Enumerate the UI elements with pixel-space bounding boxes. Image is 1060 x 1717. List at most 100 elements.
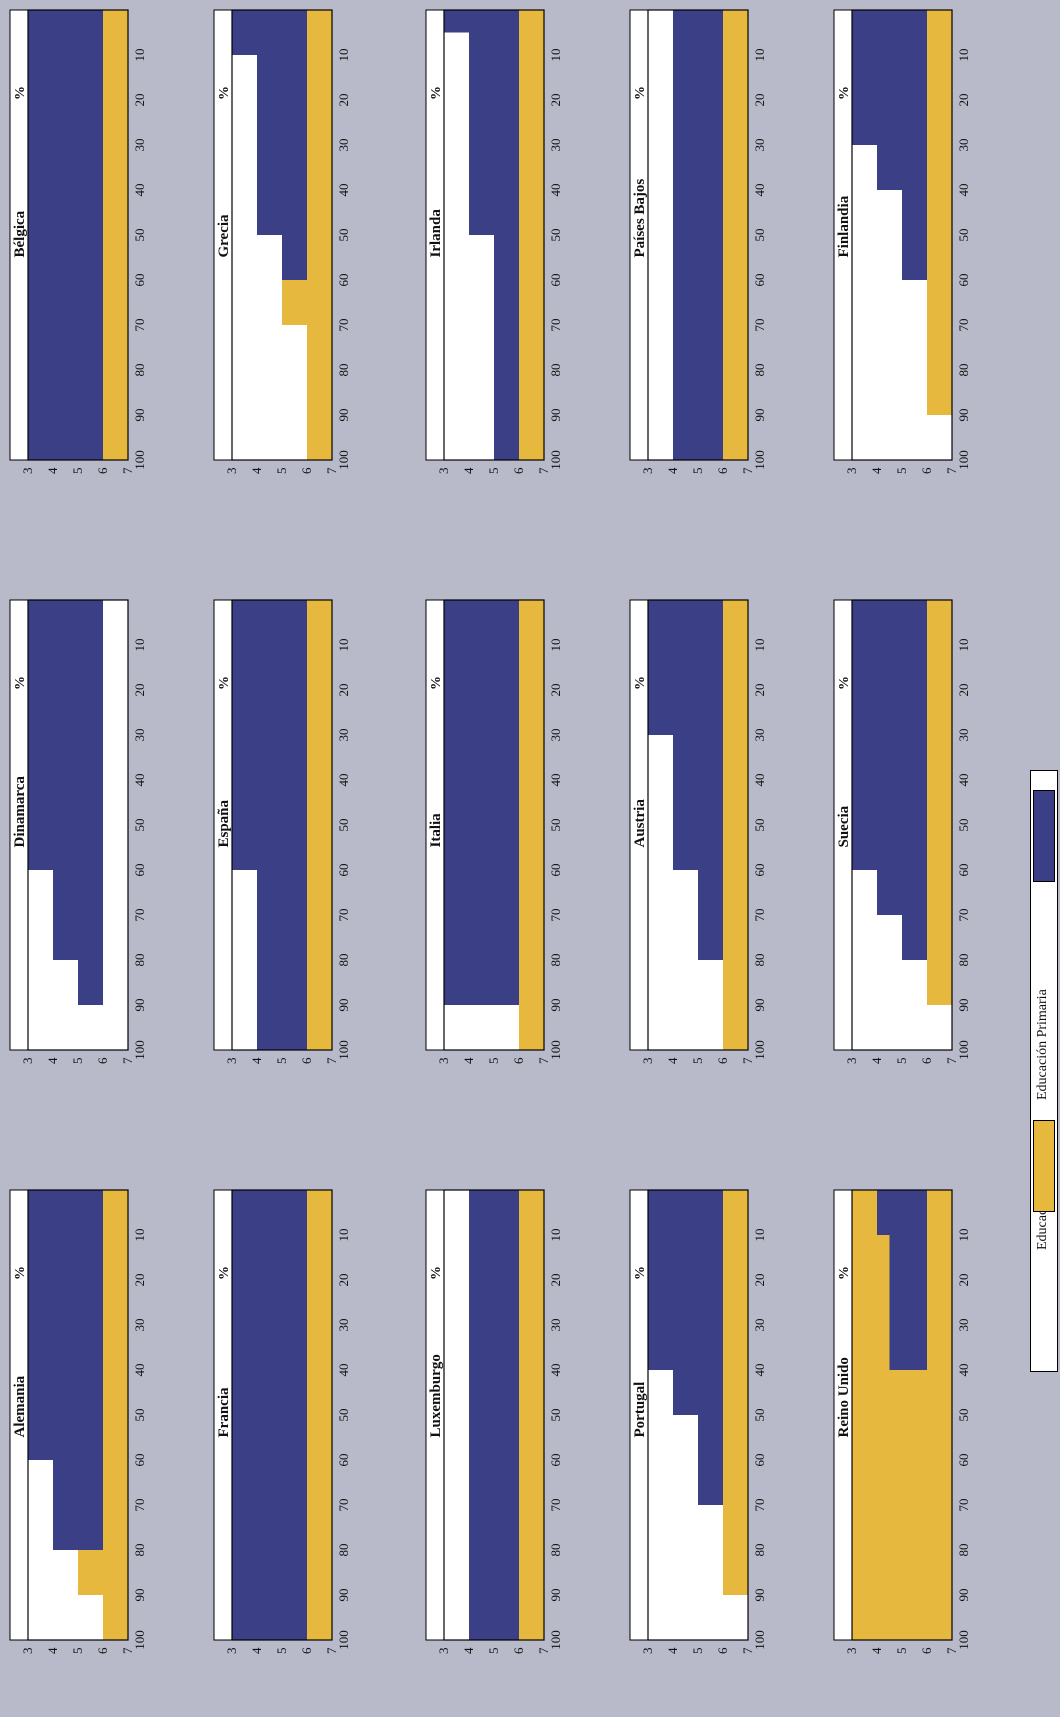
age-tick-grecia-5: 5 bbox=[274, 468, 289, 475]
plot-border-suecia bbox=[851, 599, 953, 1051]
percent-tick-espa-a-20: 20 bbox=[336, 684, 351, 697]
percent-symbol-italia: % bbox=[429, 676, 444, 690]
percent-tick-alemania-60: 60 bbox=[132, 1454, 147, 1467]
percent-tick-luxemburgo-10: 10 bbox=[548, 1229, 563, 1242]
percent-tick-alemania-30: 30 bbox=[132, 1319, 147, 1332]
legend-label-primaria: Educación Primaria bbox=[1035, 989, 1050, 1100]
chart-title-espa-a: España bbox=[216, 799, 232, 847]
age-tick-luxemburgo-5: 5 bbox=[486, 1648, 501, 1655]
age-tick-portugal-3: 3 bbox=[640, 1648, 655, 1655]
percent-tick-irlanda-30: 30 bbox=[548, 139, 563, 152]
percent-tick-alemania-70: 70 bbox=[132, 1499, 147, 1512]
percent-tick-portugal-70: 70 bbox=[752, 1499, 767, 1512]
age-tick-espa-a-4: 4 bbox=[249, 1057, 264, 1064]
percent-tick-francia-50: 50 bbox=[336, 1409, 351, 1422]
bar-preprimaria-pa-ses-bajos-0 bbox=[673, 10, 723, 460]
percent-tick-irlanda-70: 70 bbox=[548, 319, 563, 332]
chart-title-alemania: Alemania bbox=[12, 1375, 28, 1437]
percent-tick-dinamarca-70: 70 bbox=[132, 909, 147, 922]
percent-tick-luxemburgo-90: 90 bbox=[548, 1589, 563, 1602]
percent-tick-alemania-80: 80 bbox=[132, 1544, 147, 1557]
percent-tick-portugal-40: 40 bbox=[752, 1364, 767, 1377]
percent-tick-pa-ses-bajos-70: 70 bbox=[752, 319, 767, 332]
percent-tick-luxemburgo-50: 50 bbox=[548, 1409, 563, 1422]
age-tick-francia-7: 7 bbox=[324, 1647, 339, 1654]
plot-border-grecia bbox=[231, 9, 333, 461]
bar-primaria-austria-0 bbox=[723, 600, 748, 1050]
percent-tick-francia-60: 60 bbox=[336, 1454, 351, 1467]
percent-tick-austria-90: 90 bbox=[752, 999, 767, 1012]
age-tick-espa-a-5: 5 bbox=[274, 1058, 289, 1065]
percent-tick-espa-a-90: 90 bbox=[336, 999, 351, 1012]
percent-tick-grecia-80: 80 bbox=[336, 364, 351, 377]
percent-tick-reino-unido-90: 90 bbox=[956, 1589, 971, 1602]
percent-tick-grecia-10: 10 bbox=[336, 49, 351, 62]
percent-tick-grecia-50: 50 bbox=[336, 229, 351, 242]
age-tick-luxemburgo-4: 4 bbox=[461, 1647, 476, 1654]
age-tick-irlanda-6: 6 bbox=[511, 467, 526, 474]
percent-symbol-pa-ses-bajos: % bbox=[633, 86, 648, 100]
percent-tick-espa-a-50: 50 bbox=[336, 819, 351, 832]
percent-tick-grecia-40: 40 bbox=[336, 184, 351, 197]
percent-symbol-francia: % bbox=[217, 1266, 232, 1280]
age-tick-irlanda-7: 7 bbox=[536, 467, 551, 474]
age-tick-b-lgica-3: 3 bbox=[20, 468, 35, 475]
percent-tick-alemania-90: 90 bbox=[132, 1589, 147, 1602]
legend-swatch-preprimaria bbox=[1033, 790, 1055, 882]
percent-tick-suecia-40: 40 bbox=[956, 774, 971, 787]
bar-preprimaria-austria-2 bbox=[698, 600, 723, 960]
percent-tick-irlanda-40: 40 bbox=[548, 184, 563, 197]
percent-tick-espa-a-70: 70 bbox=[336, 909, 351, 922]
percent-tick-portugal-90: 90 bbox=[752, 1589, 767, 1602]
percent-tick-austria-80: 80 bbox=[752, 954, 767, 967]
percent-tick-italia-50: 50 bbox=[548, 819, 563, 832]
percent-symbol-grecia: % bbox=[217, 86, 232, 100]
chart-title-b-lgica: Bélgica bbox=[12, 210, 28, 257]
percent-tick-francia-80: 80 bbox=[336, 1544, 351, 1557]
percent-tick-b-lgica-30: 30 bbox=[132, 139, 147, 152]
percent-symbol-luxemburgo: % bbox=[429, 1266, 444, 1280]
percent-tick-dinamarca-30: 30 bbox=[132, 729, 147, 742]
percent-tick-luxemburgo-100: 100 bbox=[548, 1630, 563, 1650]
age-tick-alemania-3: 3 bbox=[20, 1648, 35, 1655]
percent-tick-suecia-30: 30 bbox=[956, 729, 971, 742]
percent-symbol-reino-unido: % bbox=[837, 1266, 852, 1280]
percent-tick-reino-unido-20: 20 bbox=[956, 1274, 971, 1287]
percent-tick-espa-a-30: 30 bbox=[336, 729, 351, 742]
age-tick-suecia-4: 4 bbox=[869, 1057, 884, 1064]
bar-preprimaria-reino-unido-1 bbox=[889, 1190, 927, 1370]
percent-tick-luxemburgo-70: 70 bbox=[548, 1499, 563, 1512]
age-tick-portugal-6: 6 bbox=[715, 1647, 730, 1654]
chart-title-grecia: Grecia bbox=[216, 214, 232, 258]
percent-tick-pa-ses-bajos-80: 80 bbox=[752, 364, 767, 377]
bar-primaria-pa-ses-bajos-0 bbox=[723, 10, 748, 460]
plot-border-alemania bbox=[27, 1189, 129, 1641]
percent-tick-italia-100: 100 bbox=[548, 1040, 563, 1060]
percent-tick-b-lgica-100: 100 bbox=[132, 450, 147, 470]
percent-tick-francia-100: 100 bbox=[336, 1630, 351, 1650]
chart-title-portugal: Portugal bbox=[632, 1382, 648, 1438]
age-tick-b-lgica-6: 6 bbox=[95, 467, 110, 474]
percent-tick-grecia-90: 90 bbox=[336, 409, 351, 422]
percent-tick-reino-unido-30: 30 bbox=[956, 1319, 971, 1332]
age-tick-pa-ses-bajos-7: 7 bbox=[740, 467, 755, 474]
percent-tick-pa-ses-bajos-50: 50 bbox=[752, 229, 767, 242]
percent-tick-b-lgica-10: 10 bbox=[132, 49, 147, 62]
plot-border-francia bbox=[231, 1189, 333, 1641]
percent-tick-espa-a-60: 60 bbox=[336, 864, 351, 877]
percent-tick-austria-30: 30 bbox=[752, 729, 767, 742]
percent-tick-grecia-70: 70 bbox=[336, 319, 351, 332]
percent-tick-portugal-50: 50 bbox=[752, 1409, 767, 1422]
percent-tick-espa-a-40: 40 bbox=[336, 774, 351, 787]
age-tick-alemania-4: 4 bbox=[45, 1647, 60, 1654]
percent-tick-b-lgica-20: 20 bbox=[132, 94, 147, 107]
percent-tick-finlandia-20: 20 bbox=[956, 94, 971, 107]
percent-tick-italia-90: 90 bbox=[548, 999, 563, 1012]
percent-tick-alemania-20: 20 bbox=[132, 1274, 147, 1287]
age-tick-suecia-3: 3 bbox=[844, 1058, 859, 1065]
percent-tick-portugal-10: 10 bbox=[752, 1229, 767, 1242]
age-tick-austria-5: 5 bbox=[690, 1058, 705, 1065]
plot-border-pa-ses-bajos bbox=[647, 9, 749, 461]
plot-border-luxemburgo bbox=[443, 1189, 545, 1641]
